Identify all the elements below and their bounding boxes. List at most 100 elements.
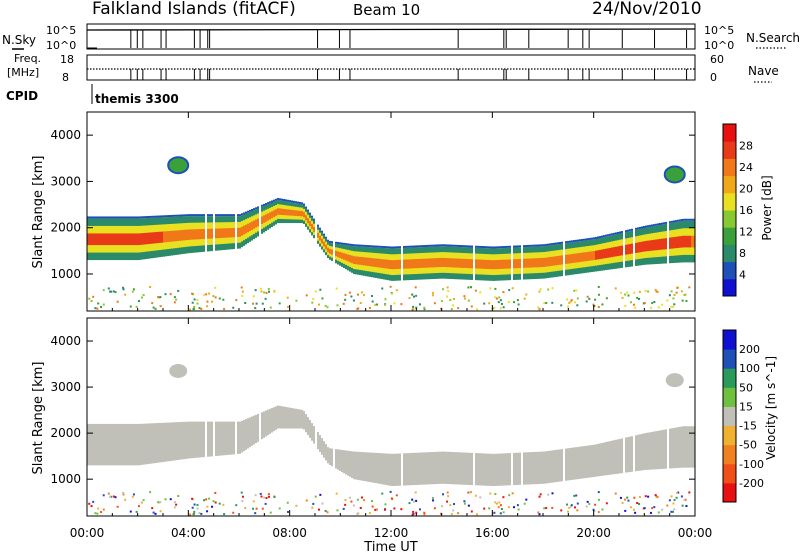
power-echo-column xyxy=(655,239,657,251)
velocity-scatter-dot xyxy=(189,513,192,516)
velocity-scatter-dot xyxy=(244,507,247,510)
power-scatter-dot xyxy=(135,305,138,308)
power-scatter-dot xyxy=(268,290,271,293)
power-echo-fringe xyxy=(287,199,289,202)
power-scatter-dot xyxy=(391,292,394,295)
power-scatter-dot xyxy=(102,289,105,292)
power-scatter-dot xyxy=(317,303,320,306)
power-echo-fringe xyxy=(417,245,419,248)
power-echo-column xyxy=(175,230,177,242)
velocity-scatter-dot xyxy=(432,499,435,502)
power-echo-column xyxy=(111,233,113,246)
velocity-scatter-dot xyxy=(441,505,444,508)
power-echo-fringe xyxy=(281,198,283,201)
power-echo-fringe xyxy=(157,215,159,218)
power-echo-column xyxy=(639,242,641,253)
velocity-echo-column xyxy=(497,453,499,486)
power-echo-column xyxy=(693,235,695,248)
power-echo-fringe xyxy=(337,242,339,245)
velocity-scatter-dot xyxy=(653,506,656,509)
velocity-scatter-dot xyxy=(575,494,578,497)
velocity-echo-column xyxy=(515,452,517,486)
power-echo-fringe xyxy=(683,218,685,221)
power-echo-fringe xyxy=(527,244,529,247)
velocity-echo-column xyxy=(547,450,549,484)
velocity-echo-column xyxy=(175,422,177,461)
power-scatter-dot xyxy=(265,291,268,294)
velocity-echo-column xyxy=(669,428,671,469)
power-scatter-dot xyxy=(440,307,443,310)
power-echo-fringe xyxy=(169,215,171,218)
power-echo-column xyxy=(367,257,369,266)
velocity-scatter-dot xyxy=(446,491,449,494)
velocity-echo-column xyxy=(203,421,205,458)
velocity-scatter-dot xyxy=(500,507,503,510)
power-echo-column xyxy=(499,259,501,269)
velocity-colorbar-frame xyxy=(722,329,737,503)
power-echo-fringe xyxy=(159,215,161,218)
power-echo-column xyxy=(353,256,355,264)
power-echo-fringe xyxy=(515,245,517,248)
velocity-echo-column xyxy=(277,405,279,429)
velocity-echo-column xyxy=(677,427,679,468)
power-echo-column xyxy=(233,227,235,238)
power-echo-column xyxy=(329,248,331,254)
power-echo-fringe xyxy=(613,232,615,235)
power-scatter-dot xyxy=(173,296,176,299)
velocity-echo-column xyxy=(501,453,503,486)
power-scatter-dot xyxy=(255,302,258,305)
velocity-echo-column xyxy=(621,438,623,474)
power-echo-column xyxy=(113,233,115,246)
power-scatter-dot xyxy=(381,287,384,290)
power-echo-fringe xyxy=(187,214,189,217)
power-echo-column xyxy=(377,258,379,268)
power-scatter-dot xyxy=(483,302,486,305)
power-scatter-dot xyxy=(244,302,247,305)
velocity-echo-column xyxy=(451,451,453,485)
velocity-echo-column xyxy=(415,452,417,485)
power-echo-fringe xyxy=(547,243,549,246)
power-echo-fringe xyxy=(645,225,647,228)
power-echo-fringe xyxy=(575,239,577,242)
power-echo-column xyxy=(645,240,647,252)
velocity-scatter-dot xyxy=(122,491,125,494)
power-scatter-dot xyxy=(193,298,196,301)
power-echo-column xyxy=(431,258,433,268)
power-echo-fringe xyxy=(231,214,233,217)
velocity-echo-column xyxy=(153,423,155,464)
power-echo-fringe xyxy=(501,246,503,249)
power-echo-column xyxy=(649,240,651,251)
power-echo-column xyxy=(255,219,257,228)
power-echo-column xyxy=(515,259,517,269)
power-scatter-dot xyxy=(173,301,176,304)
power-echo-fringe xyxy=(269,201,271,204)
velocity-echo-column xyxy=(369,452,371,483)
velocity-scatter-dot xyxy=(614,492,617,495)
power-echo-fringe xyxy=(215,214,217,217)
power-scatter-dot xyxy=(475,308,478,311)
power-echo-fringe xyxy=(273,199,275,202)
velocity-scatter-dot xyxy=(470,510,473,513)
power-echo-column xyxy=(361,257,363,266)
power-echo-fringe xyxy=(505,245,507,248)
velocity-scatter-dot xyxy=(537,511,540,514)
power-echo-fringe xyxy=(421,245,423,248)
power-echo-fringe xyxy=(155,215,157,218)
power-echo-fringe xyxy=(517,245,519,248)
power-scatter-dot xyxy=(326,306,329,309)
power-echo-fringe xyxy=(445,244,447,247)
power-echo-column xyxy=(161,231,163,243)
power-echo-fringe xyxy=(99,216,101,219)
power-echo-fringe xyxy=(507,245,509,248)
power-colorbar-tick: 20 xyxy=(739,183,753,196)
power-echo-fringe xyxy=(675,220,677,223)
velocity-scatter-dot xyxy=(676,491,679,494)
velocity-x-ticks xyxy=(86,318,696,516)
power-echo-column xyxy=(99,233,101,246)
power-echo-column xyxy=(609,247,611,258)
power-echo-column xyxy=(349,254,351,263)
velocity-echo-column xyxy=(289,407,291,429)
power-echo-fringe xyxy=(621,231,623,234)
velocity-echo-column xyxy=(317,432,319,450)
power-echo-column xyxy=(437,258,439,268)
